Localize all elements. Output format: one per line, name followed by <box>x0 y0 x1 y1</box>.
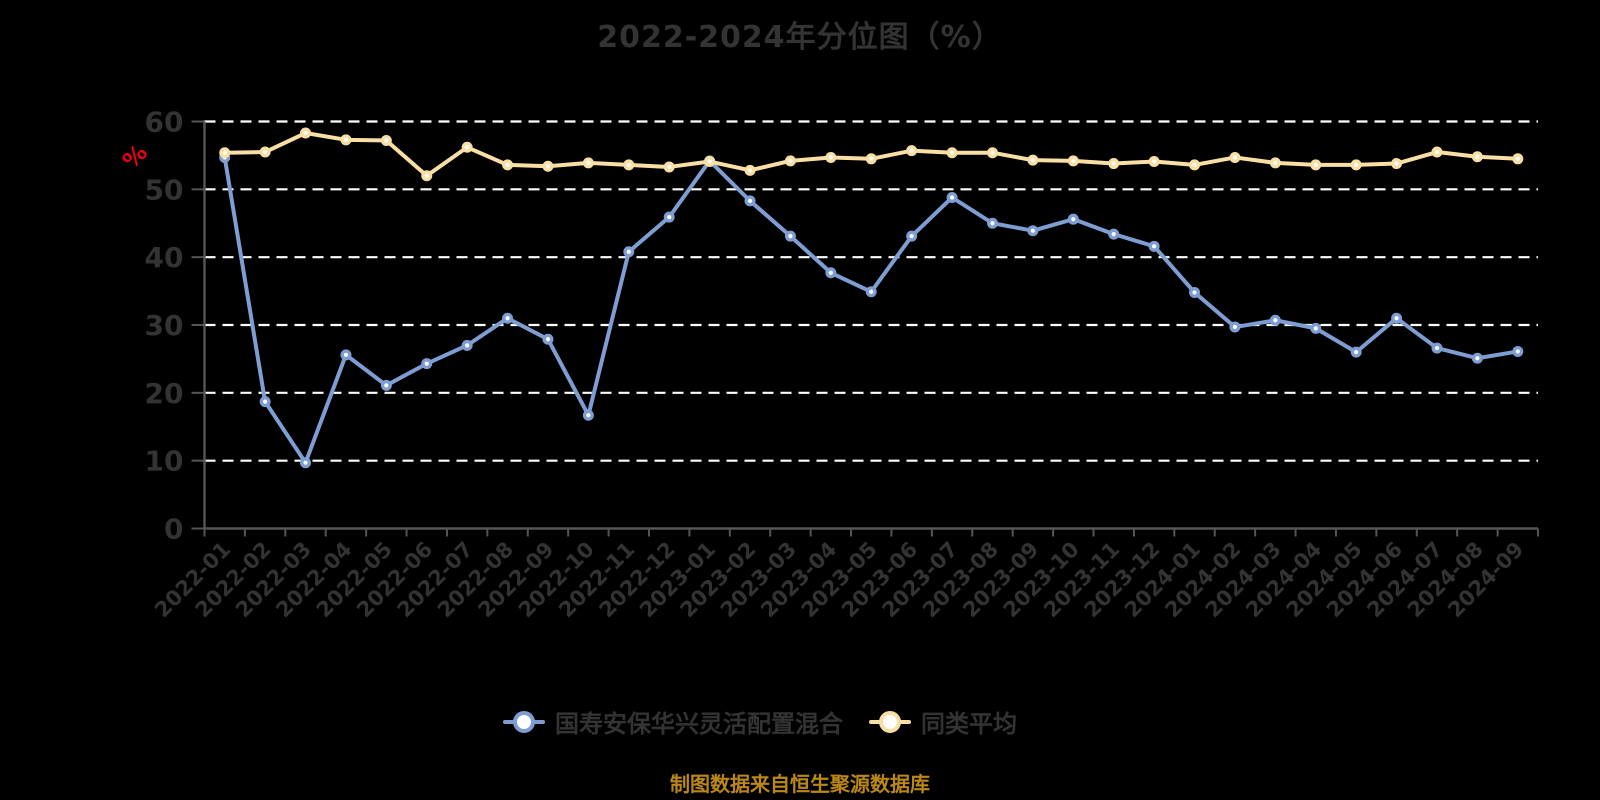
data-point <box>1350 346 1362 358</box>
data-point <box>259 396 271 408</box>
data-point <box>744 195 756 207</box>
data-point <box>340 134 352 146</box>
legend: 国寿安保华兴灵活配置混合 同类平均 <box>0 704 1560 739</box>
data-point <box>825 151 837 163</box>
data-point <box>1310 159 1322 171</box>
legend-item-fund[interactable]: 国寿安保华兴灵活配置混合 <box>503 704 843 739</box>
data-point <box>1108 228 1120 240</box>
data-point <box>542 160 554 172</box>
data-point <box>946 147 958 159</box>
y-tick-label: 60 <box>145 106 184 139</box>
data-point <box>1067 155 1079 167</box>
data-point <box>1391 158 1403 170</box>
data-point <box>663 161 675 173</box>
data-point <box>582 157 594 169</box>
data-point <box>259 146 271 158</box>
data-point <box>380 379 392 391</box>
data-point <box>1512 153 1524 165</box>
chart-title: 2022-2024年分位图（%） <box>597 20 1003 55</box>
data-point <box>865 286 877 298</box>
data-point <box>380 134 392 146</box>
data-point <box>340 349 352 361</box>
data-point <box>1512 345 1524 357</box>
data-point <box>825 267 837 279</box>
data-point <box>1108 158 1120 170</box>
data-point <box>1471 151 1483 163</box>
data-point <box>663 211 675 223</box>
data-source-note: 制图数据来自恒生聚源数据库 <box>670 772 930 796</box>
data-point <box>1471 352 1483 364</box>
data-point <box>1189 286 1201 298</box>
data-point <box>906 230 918 242</box>
data-point <box>744 164 756 176</box>
data-point <box>1391 312 1403 324</box>
data-point <box>906 145 918 157</box>
data-point <box>300 127 312 139</box>
legend-label-fund: 国寿安保华兴灵活配置混合 <box>555 710 843 738</box>
y-tick-label: 30 <box>145 309 184 342</box>
data-point <box>784 155 796 167</box>
fund-series-marker-icon <box>503 710 545 733</box>
data-point <box>1027 225 1039 237</box>
data-point <box>784 230 796 242</box>
data-point <box>1310 322 1322 334</box>
data-point <box>946 191 958 203</box>
legend-label-average: 同类平均 <box>921 710 1017 738</box>
data-point <box>582 409 594 421</box>
data-point <box>1027 154 1039 166</box>
data-point <box>623 246 635 258</box>
data-point <box>502 312 514 324</box>
data-point <box>461 339 473 351</box>
data-point <box>704 156 716 168</box>
data-point <box>300 457 312 469</box>
data-point <box>865 153 877 165</box>
average-series-marker-icon <box>869 710 911 733</box>
data-point <box>461 141 473 153</box>
data-point <box>1350 159 1362 171</box>
data-point <box>421 170 433 182</box>
data-point <box>1067 213 1079 225</box>
y-tick-label: 20 <box>145 377 184 410</box>
legend-dot-swatch <box>879 710 901 733</box>
legend-item-average[interactable]: 同类平均 <box>869 704 1017 739</box>
data-point <box>1189 159 1201 171</box>
data-point <box>1269 314 1281 326</box>
data-point <box>1229 151 1241 163</box>
data-point <box>986 217 998 229</box>
data-point <box>502 159 514 171</box>
legend-dot-swatch <box>513 710 535 733</box>
data-point <box>421 358 433 370</box>
y-tick-label: 50 <box>145 173 184 206</box>
y-tick-label: 0 <box>164 513 183 546</box>
data-point <box>542 333 554 345</box>
fund-series-line <box>222 155 1520 465</box>
data-point <box>1431 146 1443 158</box>
data-point <box>1269 157 1281 169</box>
data-point <box>1229 321 1241 333</box>
data-point <box>1431 342 1443 354</box>
data-point <box>986 147 998 159</box>
data-point <box>219 147 231 159</box>
y-tick-label: 40 <box>145 241 184 274</box>
data-point <box>1148 156 1160 168</box>
y-tick-label: 10 <box>145 445 184 478</box>
data-point <box>1148 240 1160 252</box>
data-point <box>623 159 635 171</box>
